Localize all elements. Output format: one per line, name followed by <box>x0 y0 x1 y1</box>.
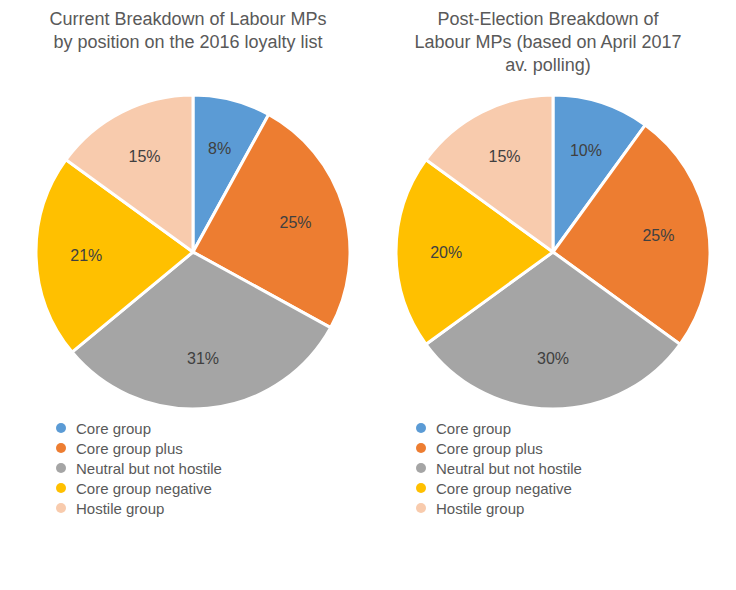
svg-text:25%: 25% <box>280 214 312 231</box>
html-text:Core group negative: Core group negative <box>76 479 212 497</box>
html-text:Core group negative: Core group negative <box>436 479 572 497</box>
svg-text:30%: 30% <box>537 350 569 367</box>
html-text:Hostile group: Hostile group <box>436 499 525 517</box>
svg-text:15%: 15% <box>129 148 161 165</box>
html-text:Neutral but not hostile: Neutral but not hostile <box>436 459 582 477</box>
svg-text:8%: 8% <box>208 140 231 157</box>
svg-text:21%: 21% <box>70 247 102 264</box>
html-text:Core group plus: Core group plus <box>76 439 183 457</box>
html-text:Core group: Core group <box>76 419 151 437</box>
html-text:Core group plus: Core group plus <box>436 439 543 457</box>
svg-text:31%: 31% <box>187 350 219 367</box>
html-text:Current Breakdown of Labour MP: Current Breakdown of Labour MPs by posit… <box>49 9 327 52</box>
svg-text:25%: 25% <box>642 227 674 244</box>
html-text:Core group: Core group <box>436 419 511 437</box>
html-text:Neutral but not hostile: Neutral but not hostile <box>76 459 222 477</box>
html-text:Hostile group: Hostile group <box>76 499 165 517</box>
svg-text:20%: 20% <box>430 244 462 261</box>
html-text:Post-Election Breakdown of Lab: Post-Election Breakdown of Labour MPs (b… <box>414 9 682 75</box>
svg-text:10%: 10% <box>570 142 602 159</box>
svg-text:15%: 15% <box>489 148 521 165</box>
